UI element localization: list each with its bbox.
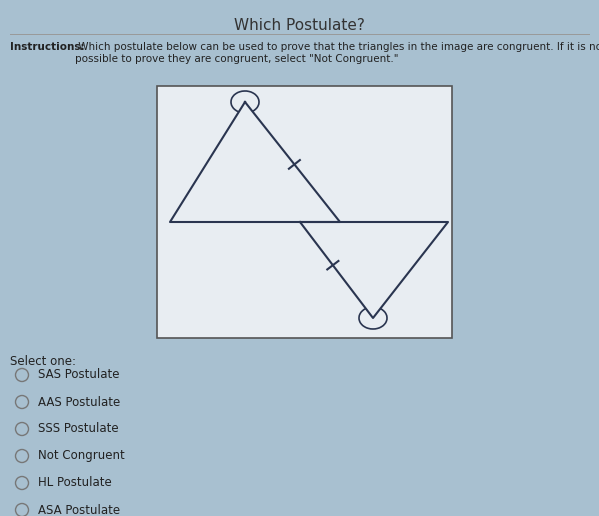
Text: Not Congruent: Not Congruent	[38, 449, 125, 462]
Text: Select one:: Select one:	[10, 355, 76, 368]
Text: ASA Postulate: ASA Postulate	[38, 504, 120, 516]
Text: Which Postulate?: Which Postulate?	[234, 18, 365, 33]
Text: Which postulate below can be used to prove that the triangles in the image are c: Which postulate below can be used to pro…	[75, 42, 599, 63]
Text: SAS Postulate: SAS Postulate	[38, 368, 119, 381]
Text: SSS Postulate: SSS Postulate	[38, 423, 119, 436]
Text: HL Postulate: HL Postulate	[38, 476, 112, 490]
Text: Instructions:: Instructions:	[10, 42, 84, 52]
Text: AAS Postulate: AAS Postulate	[38, 395, 120, 409]
Bar	[157, 86, 452, 338]
